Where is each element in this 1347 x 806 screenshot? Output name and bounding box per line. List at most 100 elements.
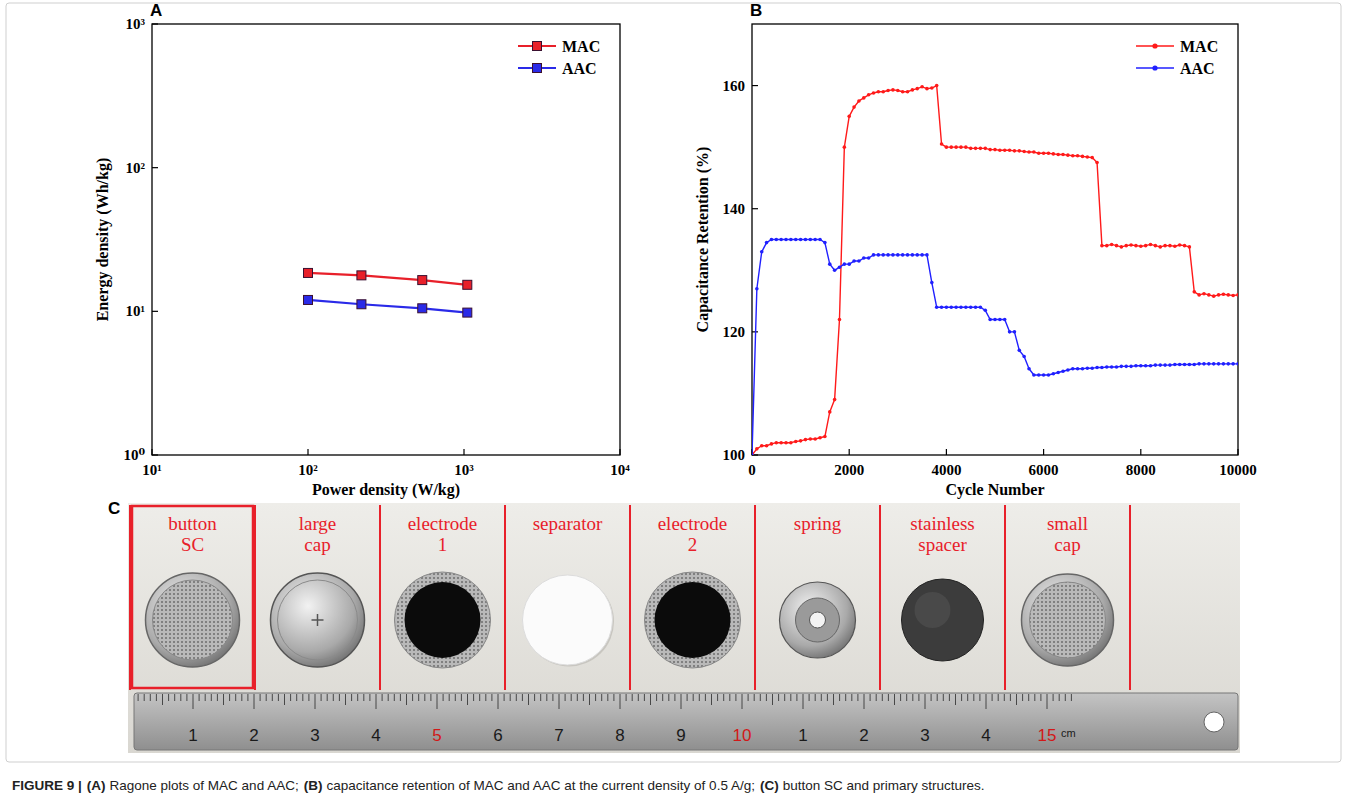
data-point <box>935 305 939 309</box>
highlight-box <box>132 506 253 688</box>
spring-hole <box>810 612 826 628</box>
data-point <box>1095 366 1099 370</box>
ruler-number: 15 <box>1038 726 1057 745</box>
photo-object <box>395 572 491 668</box>
x-tick <box>1140 449 1141 455</box>
legend-label: MAC <box>562 38 600 55</box>
ruler-tick <box>418 694 419 701</box>
data-point <box>1139 364 1143 368</box>
data-point <box>964 145 968 149</box>
item-label: separator <box>533 513 603 534</box>
data-point <box>974 305 978 309</box>
ruler-body <box>134 693 1238 750</box>
data-point <box>818 238 822 242</box>
ruler-tick <box>546 694 547 701</box>
ruler-tick <box>534 694 535 701</box>
data-point <box>896 89 900 93</box>
electrode-film <box>405 582 481 658</box>
data-point <box>1052 372 1056 376</box>
ruler-tick <box>601 694 602 701</box>
data-point <box>1173 363 1177 367</box>
data-point <box>881 90 885 94</box>
cap <box>271 573 365 667</box>
data-point <box>1037 152 1041 156</box>
ruler-tick <box>986 694 987 709</box>
data-point <box>906 253 910 257</box>
ruler-tick <box>796 694 797 701</box>
data-point <box>1090 156 1094 160</box>
data-point <box>1154 244 1158 248</box>
ruler-tick <box>1047 694 1048 709</box>
ruler-tick <box>772 694 773 705</box>
ruler-tick <box>376 694 377 709</box>
ruler-tick <box>778 694 779 701</box>
ruler-tick <box>937 694 938 701</box>
ruler-tick <box>272 694 273 701</box>
data-group <box>752 84 1238 455</box>
photo-object <box>902 579 984 661</box>
data-point <box>809 437 813 441</box>
cell-divider <box>879 505 881 690</box>
ruler-tick <box>687 694 688 701</box>
item-label-line: spacer <box>918 534 967 555</box>
data-point <box>1217 362 1221 366</box>
ruler-tick <box>870 694 871 701</box>
data-point <box>867 93 871 97</box>
data-point <box>1090 366 1094 370</box>
data-point <box>945 145 949 149</box>
ruler-tick <box>235 694 236 701</box>
ruler-number: 1 <box>188 726 197 745</box>
ruler-tick <box>821 694 822 701</box>
data-point <box>988 148 992 152</box>
x-tick-label: 10³ <box>454 462 474 478</box>
x-tick-label: 10¹ <box>142 462 162 478</box>
ruler-tick <box>278 694 279 701</box>
ruler-tick <box>565 694 566 701</box>
ruler-number: 3 <box>310 726 319 745</box>
ruler-tick <box>437 694 438 709</box>
x-tick <box>946 449 947 455</box>
cell-divider <box>754 505 756 690</box>
ruler-tick <box>607 694 608 701</box>
x-tick <box>151 449 152 455</box>
ruler-tick <box>260 694 261 701</box>
ruler-tick <box>699 694 700 701</box>
electrode-film <box>655 582 731 658</box>
ruler-tick <box>735 694 736 701</box>
ruler-tick <box>754 694 755 701</box>
ruler-tick <box>552 694 553 701</box>
ruler-tick <box>156 694 157 701</box>
ruler-tick <box>711 694 712 705</box>
photo-background <box>128 503 1240 753</box>
data-point <box>1056 371 1060 375</box>
data-point <box>775 238 779 242</box>
y-tick-label: 10⁰ <box>123 447 145 463</box>
data-point <box>983 309 987 313</box>
caption-text: button SC and primary structures. <box>783 778 985 793</box>
caption: FIGURE 9 |(A)Ragone plots of MAC and AAC… <box>12 778 985 793</box>
ruler-number: 6 <box>493 726 502 745</box>
ruler-tick <box>473 694 474 701</box>
ruler-tick <box>290 694 291 701</box>
data-point <box>784 441 788 445</box>
ruler-tick <box>211 694 212 701</box>
ruler-tick <box>479 694 480 701</box>
ruler-tick <box>705 694 706 701</box>
data-point <box>1197 293 1201 297</box>
data-point <box>1178 363 1182 367</box>
data-point <box>1081 367 1085 371</box>
data-point <box>1027 367 1031 371</box>
data-point <box>760 250 764 254</box>
ruler-number: 4 <box>371 726 380 745</box>
series-line <box>752 86 1238 455</box>
button-cell <box>146 573 240 667</box>
ruler-tick <box>144 694 145 701</box>
data-point <box>1003 318 1007 322</box>
ruler-tick <box>992 694 993 701</box>
ruler-tick <box>1022 694 1023 701</box>
ruler-tick <box>681 694 682 709</box>
ruler-tick <box>504 694 505 701</box>
ruler-tick <box>180 694 181 701</box>
data-point <box>1027 150 1031 154</box>
data-point <box>1110 243 1114 247</box>
